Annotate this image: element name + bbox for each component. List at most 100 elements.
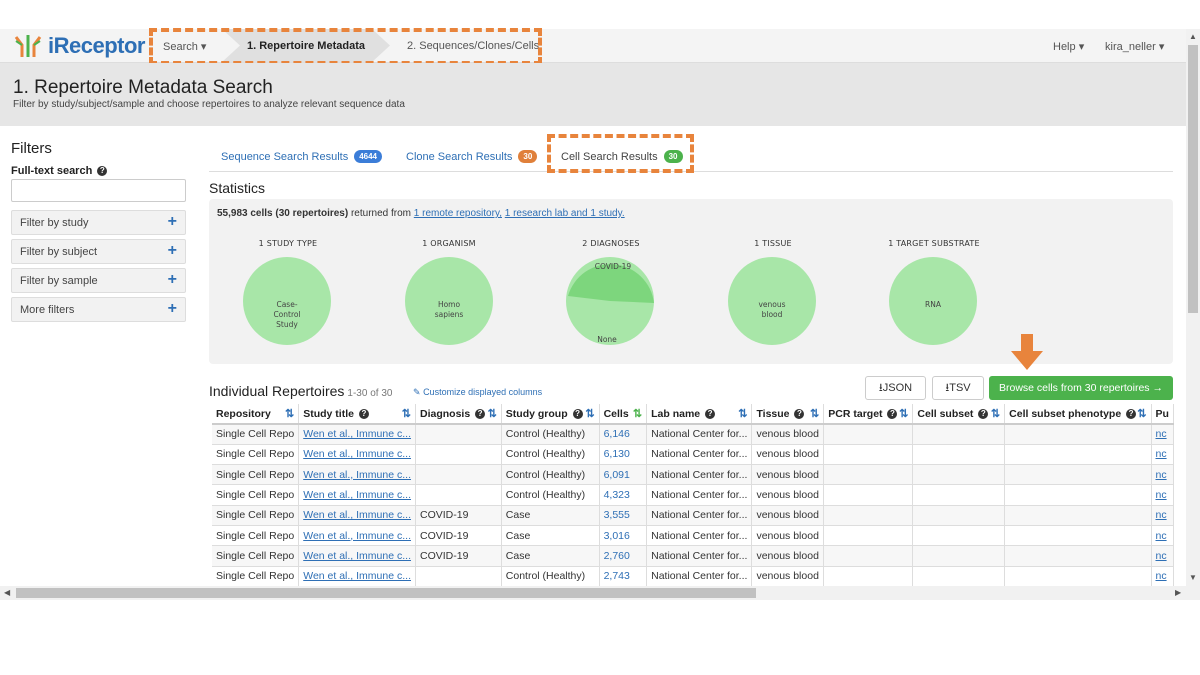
table-cell: Single Cell Repo (212, 444, 300, 466)
pie-label: Homo (438, 300, 461, 309)
customize-columns-link[interactable]: ✎ Customize displayed columns (413, 387, 542, 398)
filter-by-study-button[interactable]: Filter by study + (11, 210, 186, 235)
sort-icon[interactable]: ⇅ (585, 408, 595, 420)
pubmed-link[interactable]: nc (1155, 509, 1167, 522)
tab-sequence-search-results[interactable]: Sequence Search Results 4644 (221, 150, 382, 163)
column-title: Cell subset phenotype (1009, 407, 1122, 420)
scroll-left-icon[interactable]: ◀ (4, 588, 11, 597)
table-row[interactable]: Single Cell Repo Wen et al., Immune c... C… (212, 464, 1174, 486)
table-cell: Single Cell Repo (212, 464, 300, 486)
table-row[interactable]: Single Cell Repo Wen et al., Immune c... C… (212, 566, 1174, 586)
sort-icon[interactable]: ⇅ (990, 408, 1001, 420)
research-lab-study-link[interactable]: 1 research lab and 1 study. (504, 208, 625, 219)
scroll-right-icon[interactable]: ▶ (1175, 588, 1182, 597)
table-cell (823, 444, 914, 466)
sort-icon[interactable]: ⇅ (899, 408, 909, 420)
table-row[interactable]: Single Cell Repo Wen et al., Immune c... C… (212, 484, 1174, 506)
table-cell (415, 566, 502, 586)
pubmed-link[interactable]: nc (1155, 570, 1167, 583)
statistics-panel (209, 199, 1173, 364)
search-menu[interactable]: Search ▾ (163, 40, 206, 53)
table-cell: National Center for... (646, 525, 753, 547)
sort-icon[interactable]: ⇅ (401, 408, 411, 420)
column-header-diagnosis[interactable]: Diagnosis ? ⇅ (415, 404, 502, 425)
study-title-link[interactable]: Wen et al., Immune c... (303, 448, 411, 461)
help-icon[interactable]: ? (572, 408, 583, 419)
column-header-tissue[interactable]: Tissue ? ⇅ (751, 404, 825, 425)
column-header-repository[interactable]: Repository ⇅ (212, 404, 300, 425)
scroll-up-icon[interactable]: ▲ (1189, 32, 1197, 41)
table-cell (912, 484, 1006, 506)
help-icon[interactable]: ? (97, 166, 108, 176)
help-icon[interactable]: ? (978, 408, 989, 419)
ireceptor-logo[interactable]: iReceptor (12, 33, 145, 59)
sort-icon[interactable]: ⇅ (285, 408, 295, 420)
scroll-down-icon[interactable]: ▼ (1189, 573, 1197, 582)
sort-icon[interactable]: ⇅ (1137, 408, 1147, 420)
diagnoses-pie[interactable]: COVID-19 None (566, 256, 656, 348)
caret-down-icon: ▾ (1078, 41, 1085, 53)
study-type-pie[interactable]: Case- Control Study (243, 256, 333, 346)
column-header-cell-subset[interactable]: Cell subset ? ⇅ (912, 404, 1006, 425)
horizontal-scrollbar-thumb[interactable] (16, 588, 756, 598)
pubmed-link[interactable]: nc (1155, 448, 1167, 461)
pubmed-link[interactable]: nc (1155, 489, 1167, 502)
table-row[interactable]: Single Cell Repo Wen et al., Immune c... C… (212, 424, 1174, 445)
column-header-pu[interactable]: Pu (1151, 404, 1174, 425)
table-row[interactable]: Single Cell Repo Wen et al., Immune c... C… (212, 505, 1174, 526)
table-row[interactable]: Single Cell Repo Wen et al., Immune c... C… (212, 545, 1174, 567)
filter-by-sample-button[interactable]: Filter by sample + (11, 268, 186, 293)
breadcrumb-sequences-clones-cells[interactable]: 2. Sequences/Clones/Cells (407, 40, 540, 52)
organism-pie[interactable]: Homo sapiens (405, 256, 495, 346)
download-tsv-button[interactable]: ⭳ TSV (932, 376, 984, 400)
study-title-link[interactable]: Wen et al., Immune c... (303, 489, 411, 502)
column-header-cells[interactable]: Cells ⇅ (599, 404, 648, 425)
filter-by-subject-button[interactable]: Filter by subject + (11, 239, 186, 264)
study-title-link[interactable]: Wen et al., Immune c... (303, 468, 411, 481)
table-row[interactable]: Single Cell Repo Wen et al., Immune c... C… (212, 525, 1174, 547)
table-row[interactable]: Single Cell Repo Wen et al., Immune c... C… (212, 444, 1174, 466)
column-header-study-group[interactable]: Study group ? ⇅ (501, 404, 600, 425)
tissue-pie[interactable]: venous blood (728, 256, 818, 346)
tab-cell-search-results[interactable]: Cell Search Results 30 (561, 150, 683, 163)
breadcrumb-repertoire-metadata[interactable]: 1. Repertoire Metadata (247, 40, 365, 52)
target-substrate-pie[interactable]: RNA (889, 256, 979, 346)
study-title-link[interactable]: Wen et al., Immune c... (303, 549, 411, 562)
study-title-link[interactable]: Wen et al., Immune c... (303, 570, 411, 583)
sort-icon[interactable]: ⇅ (738, 408, 748, 420)
vertical-scrollbar-thumb[interactable] (1188, 45, 1198, 313)
help-icon[interactable]: ? (794, 408, 805, 419)
help-icon[interactable]: ? (1126, 408, 1137, 419)
remote-repository-link[interactable]: 1 remote repository, (413, 208, 502, 219)
table-cell: Wen et al., Immune c... (298, 484, 416, 506)
repertoires-table-wrapper: Repository ⇅ Study title ? ⇅ Diagnosis ? ⇅ … (212, 404, 1174, 586)
pubmed-link[interactable]: nc (1155, 529, 1167, 542)
help-icon[interactable]: ? (705, 408, 716, 419)
search-menu-label: Search (163, 41, 198, 53)
sort-icon[interactable]: ⇅ (810, 408, 820, 420)
more-filters-button[interactable]: More filters + (11, 297, 186, 322)
pubmed-link[interactable]: nc (1155, 428, 1167, 441)
sort-desc-icon[interactable]: ⇅ (632, 408, 643, 420)
download-json-button[interactable]: ⭳ JSON (865, 376, 926, 400)
column-header-lab-name[interactable]: Lab name ? ⇅ (646, 404, 753, 425)
pubmed-link[interactable]: nc (1155, 549, 1167, 562)
pubmed-link[interactable]: nc (1155, 468, 1167, 481)
browse-cells-button[interactable]: Browse cells from 30 repertoires → (989, 376, 1173, 400)
table-cell: Wen et al., Immune c... (298, 424, 416, 445)
help-icon[interactable]: ? (475, 408, 486, 419)
column-header-study-title[interactable]: Study title ? ⇅ (298, 404, 416, 425)
column-header-cell-subset-phenotype[interactable]: Cell subset phenotype ? ⇅ (1004, 404, 1152, 425)
help-icon[interactable]: ? (887, 408, 898, 419)
column-header-pcr-target[interactable]: PCR target ? ⇅ (823, 404, 914, 425)
study-title-link[interactable]: Wen et al., Immune c... (303, 529, 411, 542)
sort-icon[interactable]: ⇅ (487, 408, 497, 420)
user-menu[interactable]: kira_neller ▾ (1105, 40, 1164, 53)
tab-clone-search-results[interactable]: Clone Search Results 30 (406, 150, 538, 163)
help-menu[interactable]: Help ▾ (1053, 40, 1084, 53)
study-title-link[interactable]: Wen et al., Immune c... (303, 509, 411, 522)
fulltext-search-input[interactable] (11, 179, 186, 202)
study-title-link[interactable]: Wen et al., Immune c... (303, 428, 411, 441)
help-icon[interactable]: ? (358, 408, 369, 419)
pie-slice (728, 257, 816, 345)
